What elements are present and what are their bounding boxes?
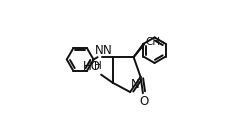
Text: CH₃: CH₃: [146, 37, 165, 47]
Text: O: O: [139, 95, 148, 108]
Text: N: N: [131, 78, 140, 92]
Text: H: H: [94, 61, 102, 71]
Text: N: N: [103, 44, 112, 57]
Text: N: N: [95, 44, 104, 57]
Text: HO: HO: [82, 60, 101, 73]
